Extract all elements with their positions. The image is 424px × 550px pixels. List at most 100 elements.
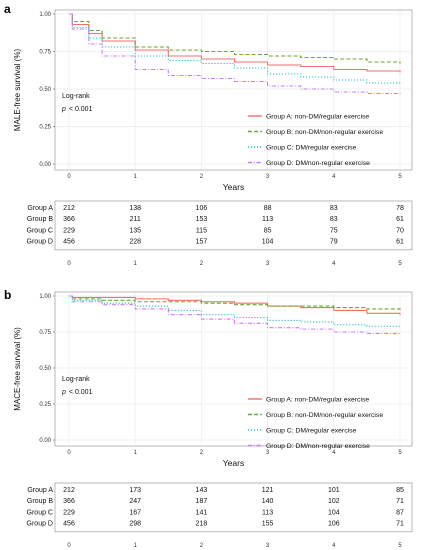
risk-row-name: Group B xyxy=(27,216,53,223)
p-symbol: p xyxy=(61,389,66,396)
survival-curve-series-2 xyxy=(69,295,401,311)
risk-cell: 141 xyxy=(196,509,208,516)
x-axis-title: Years xyxy=(223,458,244,468)
risk-cell: 113 xyxy=(262,509,273,516)
risk-x-tick-label: 4 xyxy=(332,543,336,549)
risk-x-tick-label: 3 xyxy=(266,261,270,267)
risk-cell: 61 xyxy=(396,216,404,223)
y-tick-label: 0.25 xyxy=(39,125,51,131)
risk-cell: 79 xyxy=(330,239,338,246)
y-axis-title: MACE-free survival (%) xyxy=(13,327,22,411)
risk-cell: 456 xyxy=(63,521,75,528)
x-tick-label: 4 xyxy=(332,174,336,180)
risk-cell: 143 xyxy=(196,487,208,494)
risk-cell: 173 xyxy=(129,487,141,494)
y-tick-label: 0.25 xyxy=(39,402,51,408)
survival-curve-series-3 xyxy=(69,13,401,85)
panel-label: b xyxy=(4,288,11,302)
risk-cell: 104 xyxy=(328,509,340,516)
legend-label-2: Group B: non-DM/non-regular exercise xyxy=(266,129,383,136)
logrank-label: Log-rank xyxy=(62,376,90,383)
risk-cell: 366 xyxy=(63,216,75,223)
risk-cell: 229 xyxy=(63,227,75,234)
y-tick-label: 0.50 xyxy=(39,366,51,372)
legend-label-1: Group A: non-DM/regular exercise xyxy=(266,396,369,403)
plot-area xyxy=(54,291,413,447)
risk-cell: 106 xyxy=(328,521,340,528)
y-tick-label: 0.50 xyxy=(39,87,51,93)
legend-label-1: Group A: non-DM/regular exercise xyxy=(266,113,369,120)
logrank-label: Log-rank xyxy=(62,93,90,100)
legend-label-3: Group C: DM/regular exercise xyxy=(266,427,356,434)
x-tick-label: 0 xyxy=(67,450,71,456)
x-tick-label: 2 xyxy=(200,450,204,456)
risk-cell: 212 xyxy=(63,205,75,212)
risk-row-name: Group D xyxy=(27,239,53,246)
risk-cell: 211 xyxy=(130,216,141,223)
x-tick-label: 1 xyxy=(134,174,138,180)
risk-cell: 187 xyxy=(196,498,208,505)
x-tick-label: 2 xyxy=(200,174,204,180)
x-tick-label: 3 xyxy=(266,450,270,456)
risk-x-tick-label: 5 xyxy=(398,543,402,549)
x-axis-title: Years xyxy=(223,182,244,192)
risk-cell: 366 xyxy=(63,498,75,505)
risk-x-tick-label: 4 xyxy=(332,261,336,267)
risk-cell: 87 xyxy=(396,509,404,516)
x-tick-label: 3 xyxy=(266,174,270,180)
y-axis-title: MALE-free survival (%) xyxy=(13,49,22,132)
risk-row-name: Group A xyxy=(27,205,53,212)
risk-cell: 298 xyxy=(129,521,141,528)
risk-cell: 153 xyxy=(196,216,208,223)
y-tick-label: 1.00 xyxy=(39,12,51,18)
risk-table-frame xyxy=(54,482,413,533)
p-value: < 0.001 xyxy=(69,106,93,113)
risk-cell: 104 xyxy=(262,239,274,246)
risk-cell: 83 xyxy=(330,216,338,223)
risk-cell: 71 xyxy=(396,498,404,505)
y-tick-label: 0.75 xyxy=(39,50,51,56)
risk-cell: 157 xyxy=(196,239,208,246)
risk-cell: 115 xyxy=(196,227,207,234)
risk-cell: 247 xyxy=(129,498,141,505)
p-value-text: p < 0.001 xyxy=(61,389,93,396)
y-tick-label: 0.00 xyxy=(39,438,51,444)
risk-cell: 71 xyxy=(396,521,404,528)
risk-cell: 88 xyxy=(264,205,272,212)
panel-b: b 0.00 0.25 0.50 0.75 1.00 0 1 2 3 4 5 Years MACE-fre… xyxy=(4,288,413,549)
risk-cell: 83 xyxy=(330,205,338,212)
risk-cell: 138 xyxy=(129,205,141,212)
risk-x-tick-label: 3 xyxy=(266,543,270,549)
y-tick-label: 1.00 xyxy=(39,294,51,300)
x-tick-label: 0 xyxy=(67,174,71,180)
risk-cell: 75 xyxy=(330,227,338,234)
survival-curve-series-2 xyxy=(69,13,401,64)
y-tick-label: 0.00 xyxy=(39,162,51,168)
risk-row-name: Group A xyxy=(27,487,53,494)
x-tick-label: 1 xyxy=(134,450,138,456)
legend-label-4: Group D: DM/non-regular exercise xyxy=(266,443,370,450)
y-tick-label: 0.75 xyxy=(39,330,51,336)
p-value: < 0.001 xyxy=(69,389,93,396)
survival-curve-series-4 xyxy=(69,295,401,335)
panel-label: a xyxy=(4,2,11,16)
risk-cell: 78 xyxy=(396,205,404,212)
x-tick-label: 5 xyxy=(398,174,402,180)
risk-row-name: Group D xyxy=(27,521,53,528)
risk-cell: 140 xyxy=(262,498,274,505)
risk-x-tick-label: 2 xyxy=(200,543,204,549)
risk-cell: 85 xyxy=(264,227,272,234)
plot-area xyxy=(54,9,413,171)
risk-cell: 456 xyxy=(63,239,75,246)
risk-cell: 70 xyxy=(396,227,404,234)
risk-cell: 61 xyxy=(396,239,404,246)
x-tick-label: 4 xyxy=(332,450,336,456)
risk-row-name: Group C xyxy=(27,227,53,234)
risk-x-tick-label: 5 xyxy=(398,261,402,267)
risk-cell: 135 xyxy=(129,227,141,234)
risk-cell: 101 xyxy=(328,487,340,494)
risk-cell: 228 xyxy=(129,239,141,246)
risk-row-name: Group B xyxy=(27,498,53,505)
legend-label-4: Group D: DM/non-regular exercise xyxy=(266,160,370,167)
